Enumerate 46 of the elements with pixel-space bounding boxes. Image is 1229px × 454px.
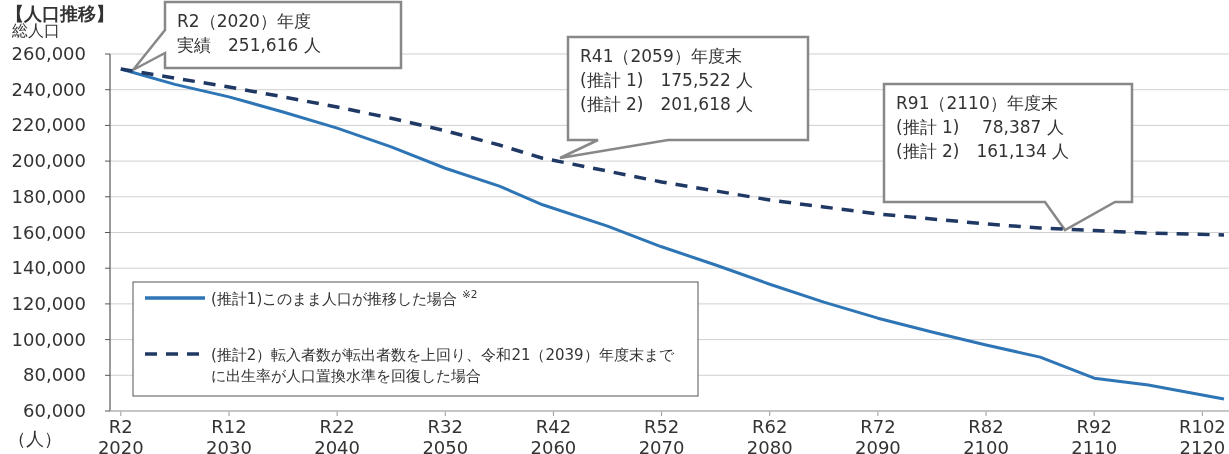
text: R42	[535, 416, 572, 437]
legend-label: (推計2）転入者数が転出者数を上回り、令和21（2039）年度末までに出生率が人口置換水準を回復した場合	[211, 346, 675, 385]
y-tick-label: 260,000	[11, 43, 86, 64]
y-tick-label: 200,000	[11, 150, 86, 172]
line-series	[119, 67, 1226, 237]
text: R52	[643, 416, 680, 437]
x-tick-label: 2120	[1179, 437, 1226, 454]
y-tick-label: 80,000	[23, 364, 86, 386]
annotation: R41（2059）年度末	[580, 46, 742, 66]
annotation: (推計 1) 175,522 人	[580, 70, 754, 90]
x-tick-label: 2040	[314, 437, 361, 454]
y-tick-label: 180,000	[11, 185, 86, 207]
text: R72	[860, 416, 896, 437]
text: R22	[319, 416, 355, 437]
x-tick-label: 2050	[422, 437, 469, 454]
annotation: (推計 2) 161,134 人	[896, 141, 1070, 161]
x-tick-label: 2060	[530, 437, 577, 454]
y-tick-label: 60,000	[23, 400, 86, 421]
y-tick-label: 160,000	[11, 221, 86, 243]
x-tick-label: 2110	[1071, 437, 1118, 454]
text: R62	[752, 416, 788, 437]
y-tick-label: 140,000	[11, 257, 86, 279]
text: R12	[211, 416, 247, 437]
text: R92	[1076, 416, 1112, 437]
x-tick-label: 2080	[746, 437, 793, 454]
x-tick-label: 2090	[855, 437, 901, 454]
x-tick-label: 2030	[206, 437, 252, 454]
chart-title: 【人口推移】	[6, 3, 114, 24]
text: R82	[968, 416, 1004, 437]
annotation: (推計 2) 201,618 人	[580, 94, 754, 114]
x-tick-label: 2070	[638, 437, 685, 454]
y-tick-label: 120,000	[11, 292, 86, 314]
annotation: (推計 1) 78,387 人	[896, 117, 1064, 137]
text: （人）	[8, 428, 62, 449]
y-tick-label: 220,000	[11, 114, 86, 136]
text: R32	[427, 416, 463, 437]
x-tick-label: 2100	[963, 437, 1009, 454]
legend-label: (推計1)このまま人口が推移した場合 $^{※2}$	[211, 288, 478, 308]
text: R2	[108, 416, 133, 437]
text: R2（2020）年度	[177, 11, 311, 31]
y-tick-label: 100,000	[11, 328, 86, 350]
y-tick-label: 240,000	[11, 78, 86, 100]
annotation: 実績 251,616 人	[177, 35, 321, 55]
text: R102	[1178, 416, 1226, 437]
annotation: R91（2110）年度末	[896, 93, 1058, 113]
x-tick-label: 2020	[97, 437, 144, 454]
